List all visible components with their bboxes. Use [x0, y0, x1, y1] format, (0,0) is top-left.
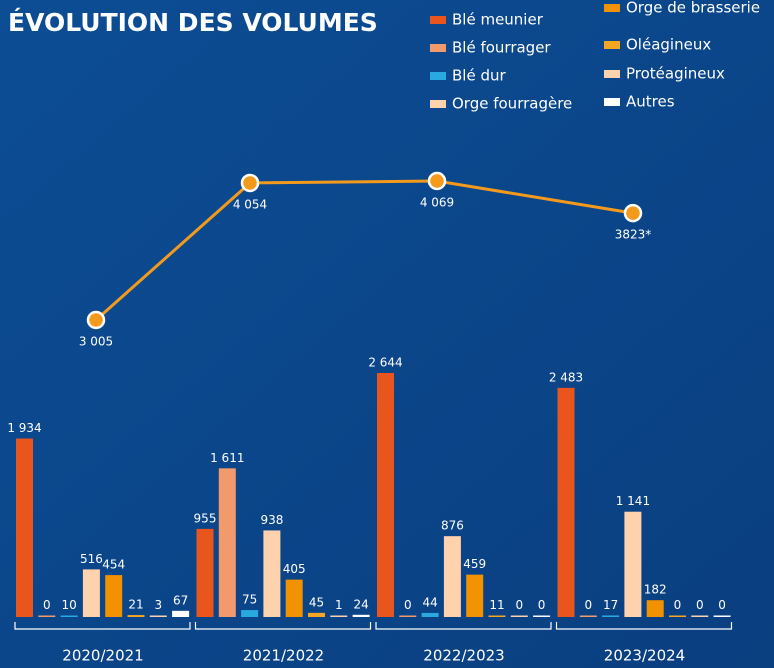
- total-point: [240, 173, 260, 193]
- data-label: 876: [441, 519, 464, 533]
- chart-title: ÉVOLUTION DES VOLUMES: [8, 8, 378, 37]
- legend-swatch: [430, 44, 446, 52]
- data-label: 1 611: [210, 451, 244, 465]
- data-label: 182: [644, 583, 667, 597]
- bar: [263, 530, 281, 617]
- bar: [713, 615, 731, 617]
- data-label: 10: [61, 598, 76, 612]
- bar: [127, 615, 145, 617]
- data-label: 0: [538, 598, 546, 612]
- legend-label: Orge fourragère: [452, 95, 572, 113]
- data-label: 405: [283, 562, 306, 576]
- data-label: 1 934: [7, 421, 41, 435]
- data-label: 454: [102, 558, 125, 572]
- bar: [399, 615, 417, 617]
- bar: [557, 387, 575, 617]
- legend-label: Orge de brasserie: [626, 0, 760, 17]
- bar: [533, 615, 551, 617]
- legend-label: Oléagineux: [626, 36, 711, 54]
- data-label: 955: [194, 511, 217, 525]
- data-label: 0: [718, 598, 726, 612]
- data-label: 44: [422, 595, 437, 609]
- bar: [196, 528, 214, 617]
- data-label: 11: [489, 598, 504, 612]
- bar: [488, 615, 506, 617]
- data-label: 0: [696, 598, 704, 612]
- legend-label: Blé meunier: [452, 11, 544, 29]
- data-label: 0: [404, 598, 412, 612]
- x-tick-label: 2023/2024: [604, 647, 685, 665]
- data-label: 24: [353, 597, 368, 611]
- legend-swatch: [604, 98, 620, 106]
- data-label: 2 483: [549, 370, 583, 384]
- bar: [377, 373, 394, 617]
- total-point: [86, 310, 106, 330]
- data-label: 516: [80, 552, 103, 566]
- x-tick-label: 2020/2021: [62, 647, 143, 665]
- data-label: 75: [242, 593, 257, 607]
- bar: [624, 511, 642, 617]
- data-label: 1: [335, 598, 343, 612]
- data-label: 3: [154, 598, 162, 612]
- bar: [669, 615, 686, 617]
- data-label: 45: [309, 595, 324, 609]
- group-bracket: [194, 622, 372, 630]
- bar: [421, 612, 439, 617]
- data-label: 21: [128, 598, 143, 612]
- total-label: 4 069: [420, 196, 454, 210]
- bar: [82, 569, 100, 617]
- bar: [149, 615, 167, 617]
- legend-swatch: [604, 41, 620, 49]
- bar: [352, 614, 370, 617]
- bar: [285, 579, 303, 617]
- data-label: 0: [584, 598, 592, 612]
- x-tick-label: 2022/2023: [423, 647, 504, 665]
- bar: [241, 610, 259, 617]
- bar: [602, 615, 620, 617]
- x-tick-label: 2021/2022: [243, 647, 324, 665]
- bar: [691, 615, 709, 617]
- bar: [443, 536, 461, 617]
- bar: [218, 468, 236, 617]
- total-label: 3823*: [615, 228, 652, 242]
- total-point: [623, 203, 643, 223]
- data-label: 2 644: [368, 356, 402, 370]
- bar: [105, 575, 123, 617]
- total-line: [95, 179, 634, 322]
- bar: [466, 574, 484, 617]
- bar: [308, 612, 325, 617]
- legend-swatch: [604, 70, 620, 78]
- data-label: 67: [173, 593, 188, 607]
- legend-swatch: [430, 72, 446, 80]
- group-bracket: [375, 622, 552, 630]
- legend-swatch: [430, 100, 446, 108]
- bar: [38, 615, 56, 617]
- total-label: 3 005: [79, 335, 113, 349]
- data-label: 938: [260, 513, 283, 527]
- total-label: 4 054: [233, 197, 267, 211]
- data-label: 1 141: [616, 494, 650, 508]
- data-label: 0: [43, 598, 51, 612]
- bar: [579, 615, 597, 617]
- bar: [172, 610, 190, 617]
- legend-label: Blé fourrager: [452, 39, 551, 57]
- legend-swatch: [430, 16, 446, 24]
- data-label: 0: [674, 598, 682, 612]
- bar: [510, 615, 528, 617]
- total-point: [427, 171, 447, 191]
- group-bracket: [14, 622, 191, 630]
- legend-label: Autres: [626, 93, 675, 111]
- data-label: 459: [463, 557, 486, 571]
- legend-label: Blé dur: [452, 67, 506, 85]
- legend-swatch: [604, 4, 620, 12]
- bar: [330, 615, 348, 617]
- group-bracket: [555, 622, 733, 630]
- bar: [60, 615, 78, 617]
- bar: [646, 600, 664, 617]
- data-label: 0: [515, 598, 523, 612]
- bar: [16, 438, 33, 617]
- legend-label: Protéagineux: [626, 65, 725, 83]
- data-label: 17: [603, 598, 618, 612]
